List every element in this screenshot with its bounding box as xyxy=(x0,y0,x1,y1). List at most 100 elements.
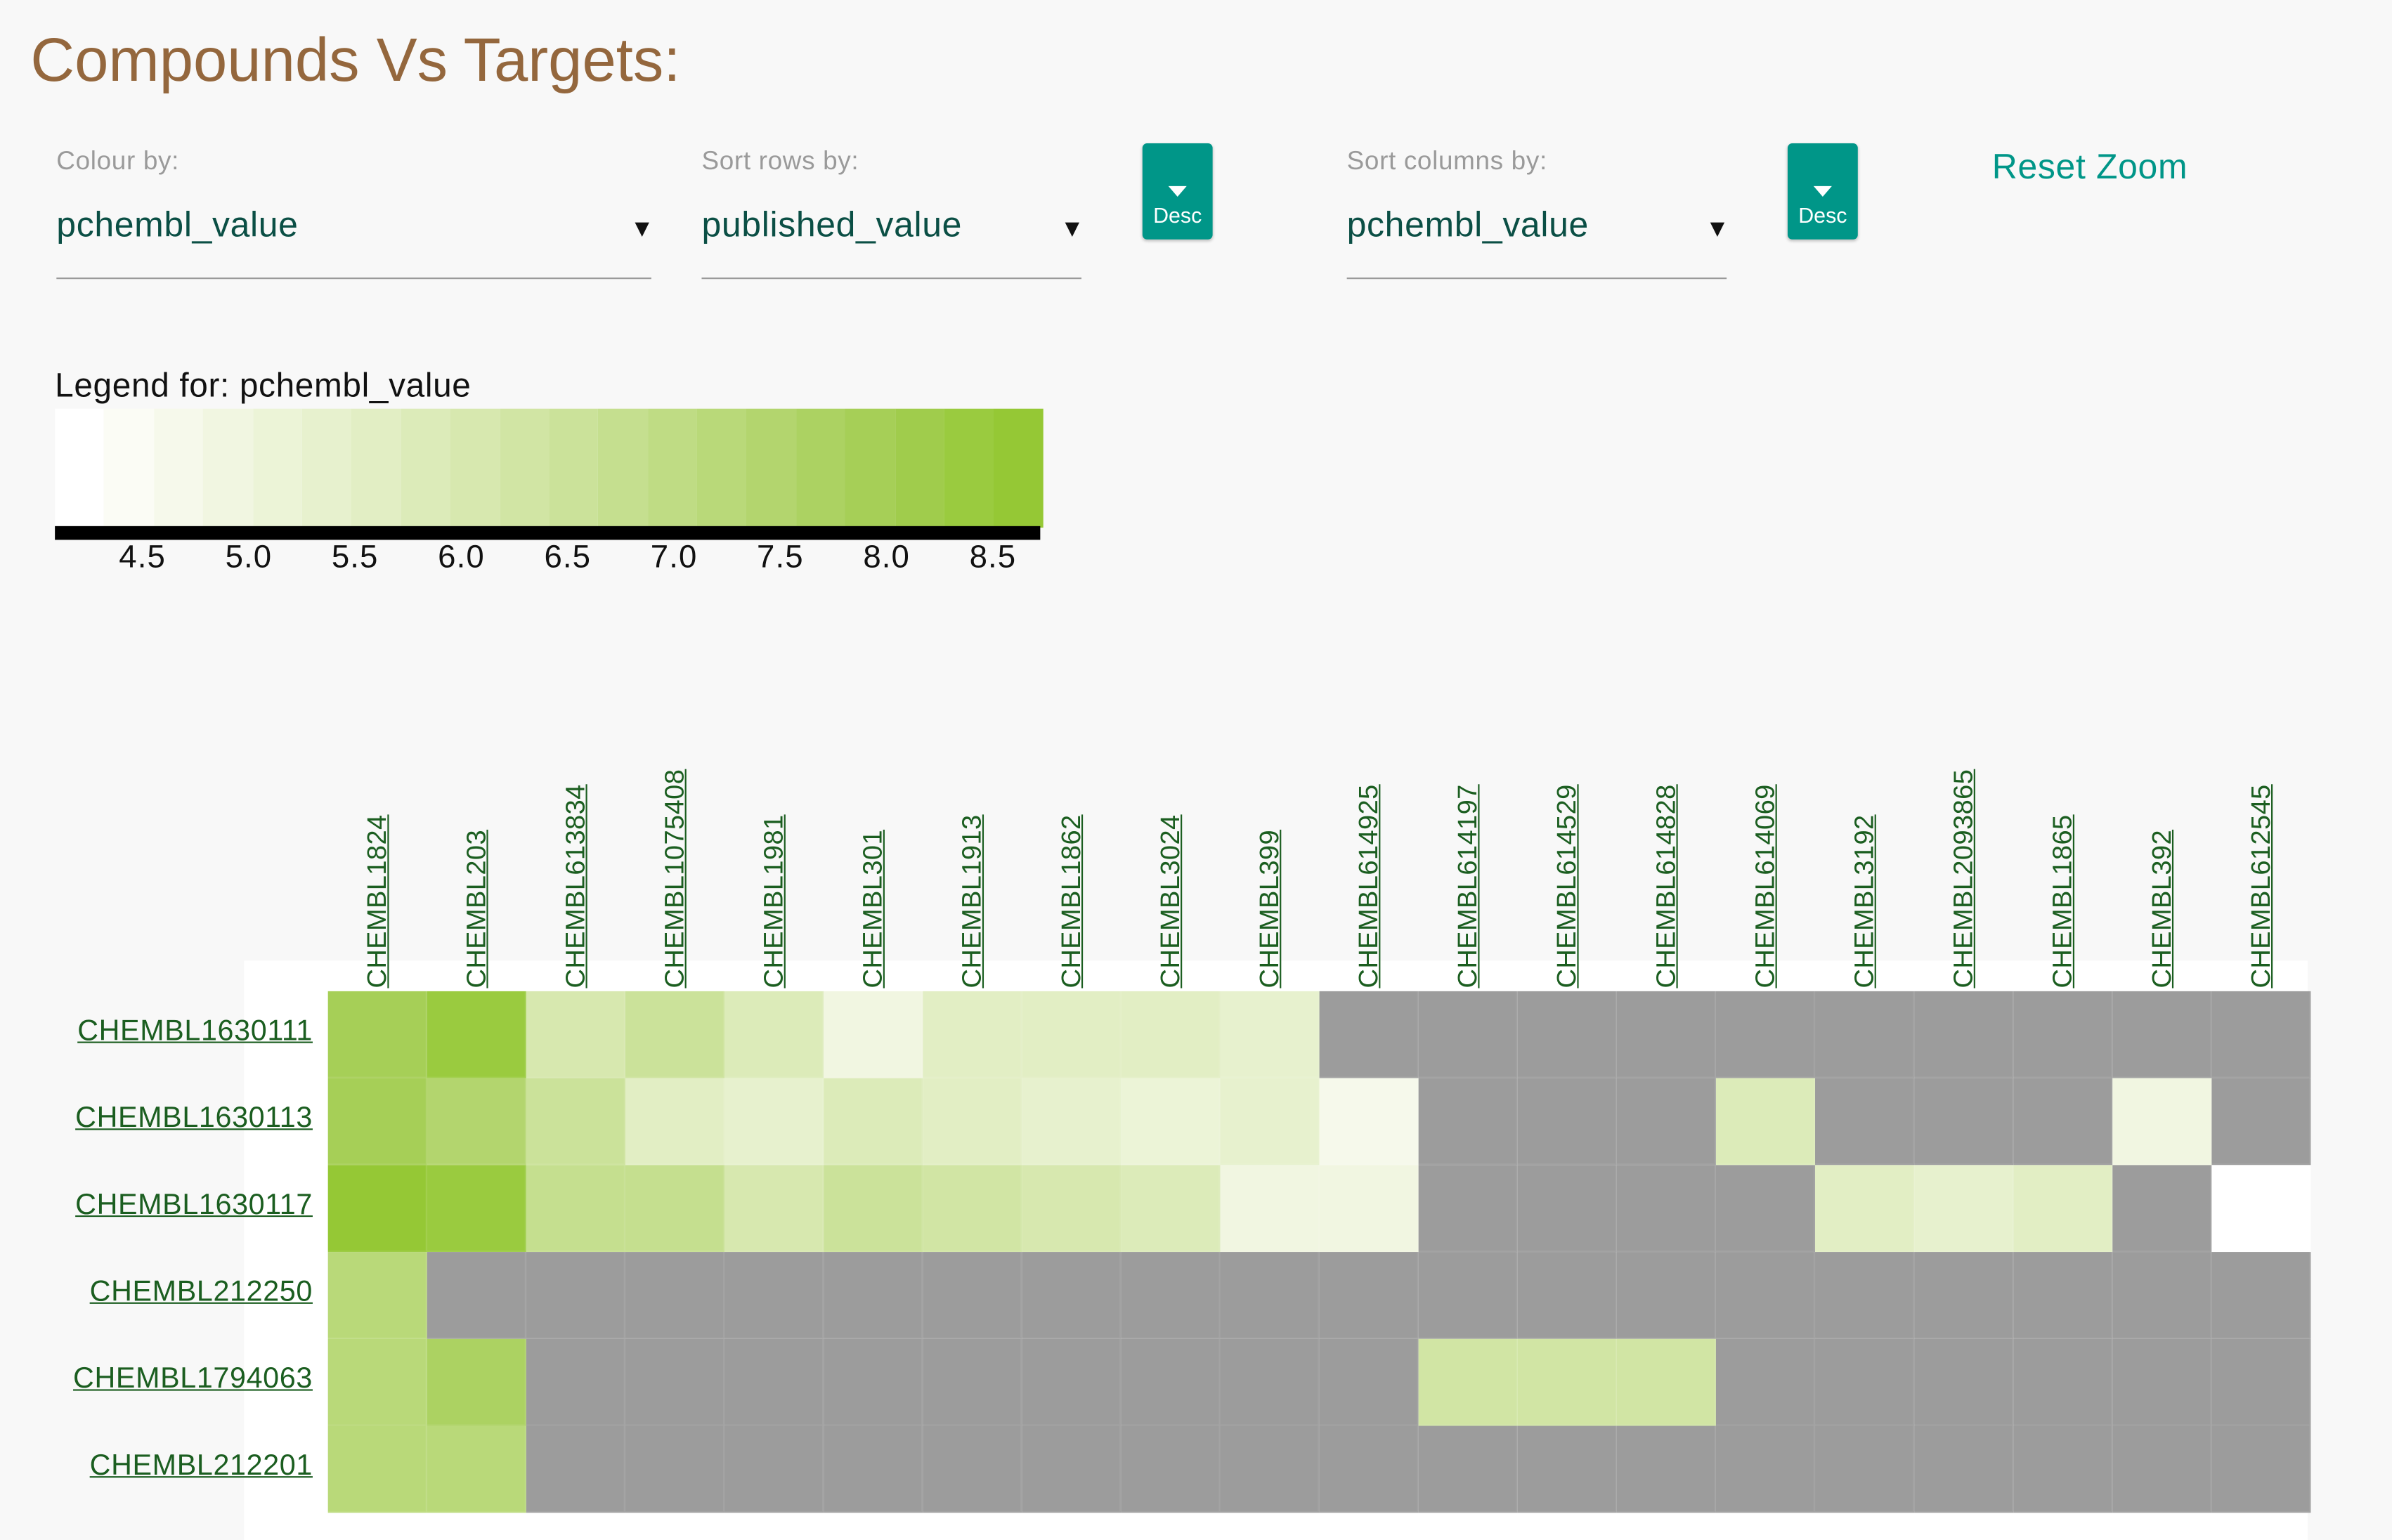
heatmap-cell[interactable] xyxy=(1715,1165,1816,1253)
column-header-link[interactable]: CHEMBL614828 xyxy=(1650,784,1682,988)
heatmap-cell[interactable] xyxy=(1616,1252,1716,1339)
heatmap-cell[interactable] xyxy=(923,1425,1022,1513)
heatmap-cell[interactable] xyxy=(724,1252,824,1339)
heatmap-cell[interactable] xyxy=(327,1078,427,1166)
heatmap-cell[interactable] xyxy=(2211,1338,2311,1426)
colour-by-dropdown-icon[interactable]: ▼ xyxy=(630,216,654,243)
heatmap-cell[interactable] xyxy=(923,1252,1022,1339)
heatmap-cell[interactable] xyxy=(1715,1252,1816,1339)
heatmap-cell[interactable] xyxy=(625,1252,725,1339)
sort-rows-order-button[interactable]: Desc xyxy=(1142,143,1213,240)
heatmap-cell[interactable] xyxy=(1517,1078,1617,1166)
heatmap-cell[interactable] xyxy=(1220,1425,1320,1513)
column-header-link[interactable]: CHEMBL1913 xyxy=(956,814,987,988)
column-header-link[interactable]: CHEMBL614925 xyxy=(1353,784,1384,988)
heatmap-cell[interactable] xyxy=(1815,991,1915,1078)
column-header-link[interactable]: CHEMBL1075408 xyxy=(658,769,690,988)
heatmap-cell[interactable] xyxy=(427,991,526,1078)
row-header-link[interactable]: CHEMBL1630113 xyxy=(75,1102,313,1135)
heatmap-cell[interactable] xyxy=(1220,1338,1320,1426)
heatmap-cell[interactable] xyxy=(1616,1338,1716,1426)
heatmap-cell[interactable] xyxy=(1022,1338,1122,1426)
heatmap-cell[interactable] xyxy=(327,1425,427,1513)
heatmap-cell[interactable] xyxy=(1418,1338,1518,1426)
colour-by-select[interactable]: pchembl_value xyxy=(56,204,299,244)
heatmap-cell[interactable] xyxy=(1220,991,1320,1078)
heatmap-cell[interactable] xyxy=(2211,1165,2311,1253)
heatmap-cell[interactable] xyxy=(1022,1165,1122,1253)
column-header-link[interactable]: CHEMBL2093865 xyxy=(1947,769,1979,988)
heatmap-cell[interactable] xyxy=(1815,1165,1915,1253)
heatmap-cell[interactable] xyxy=(2013,991,2113,1078)
heatmap-cell[interactable] xyxy=(625,1425,725,1513)
heatmap-cell[interactable] xyxy=(1517,991,1617,1078)
heatmap-cell[interactable] xyxy=(1517,1252,1617,1339)
heatmap-cell[interactable] xyxy=(625,991,725,1078)
heatmap-cell[interactable] xyxy=(2112,1165,2212,1253)
heatmap-cell[interactable] xyxy=(1715,991,1816,1078)
heatmap-cell[interactable] xyxy=(1418,1078,1518,1166)
reset-zoom-button[interactable]: Reset Zoom xyxy=(1991,146,2188,186)
heatmap-cell[interactable] xyxy=(1517,1338,1617,1426)
column-header-link[interactable]: CHEMBL613834 xyxy=(559,784,591,988)
heatmap-cell[interactable] xyxy=(1517,1425,1617,1513)
heatmap-cell[interactable] xyxy=(2013,1078,2113,1166)
heatmap-cell[interactable] xyxy=(1319,1078,1419,1166)
heatmap-cell[interactable] xyxy=(724,1165,824,1253)
heatmap-cell[interactable] xyxy=(625,1165,725,1253)
heatmap-cell[interactable] xyxy=(1220,1165,1320,1253)
heatmap-cell[interactable] xyxy=(1418,1252,1518,1339)
heatmap-cell[interactable] xyxy=(526,1425,625,1513)
heatmap-cell[interactable] xyxy=(824,1078,923,1166)
heatmap-cell[interactable] xyxy=(724,1078,824,1166)
heatmap-cell[interactable] xyxy=(327,1165,427,1253)
heatmap-cell[interactable] xyxy=(1319,1252,1419,1339)
heatmap-cell[interactable] xyxy=(625,1078,725,1166)
heatmap-cell[interactable] xyxy=(1914,1252,2014,1339)
heatmap-cell[interactable] xyxy=(1121,991,1221,1078)
row-header-link[interactable]: CHEMBL212250 xyxy=(89,1276,313,1309)
heatmap-cell[interactable] xyxy=(2211,991,2311,1078)
sort-columns-order-button[interactable]: Desc xyxy=(1787,143,1858,240)
sort-rows-dropdown-icon[interactable]: ▼ xyxy=(1060,216,1084,243)
heatmap-cell[interactable] xyxy=(1815,1338,1915,1426)
heatmap-cell[interactable] xyxy=(923,991,1022,1078)
heatmap-cell[interactable] xyxy=(2013,1252,2113,1339)
column-header-link[interactable]: CHEMBL399 xyxy=(1254,829,1285,988)
heatmap-cell[interactable] xyxy=(427,1252,526,1339)
heatmap-cell[interactable] xyxy=(824,1165,923,1253)
heatmap-cell[interactable] xyxy=(327,1252,427,1339)
heatmap-cell[interactable] xyxy=(1121,1252,1221,1339)
row-header-link[interactable]: CHEMBL1630117 xyxy=(75,1189,313,1222)
heatmap-cell[interactable] xyxy=(923,1165,1022,1253)
heatmap-cell[interactable] xyxy=(1616,1078,1716,1166)
heatmap-cell[interactable] xyxy=(427,1078,526,1166)
heatmap-cell[interactable] xyxy=(1517,1165,1617,1253)
heatmap-cell[interactable] xyxy=(526,991,625,1078)
heatmap-cell[interactable] xyxy=(2112,991,2212,1078)
heatmap-cell[interactable] xyxy=(526,1165,625,1253)
heatmap-cell[interactable] xyxy=(1121,1078,1221,1166)
row-header-link[interactable]: CHEMBL212201 xyxy=(89,1450,313,1482)
heatmap-cell[interactable] xyxy=(1220,1078,1320,1166)
heatmap-cell[interactable] xyxy=(1319,1165,1419,1253)
heatmap-cell[interactable] xyxy=(526,1252,625,1339)
column-header-link[interactable]: CHEMBL1862 xyxy=(1055,814,1086,988)
heatmap-cell[interactable] xyxy=(1418,1165,1518,1253)
heatmap-cell[interactable] xyxy=(327,991,427,1078)
heatmap-cell[interactable] xyxy=(1418,1425,1518,1513)
heatmap-cell[interactable] xyxy=(1715,1338,1816,1426)
heatmap-cell[interactable] xyxy=(526,1078,625,1166)
heatmap-cell[interactable] xyxy=(1022,991,1122,1078)
column-header-link[interactable]: CHEMBL612545 xyxy=(2245,784,2276,988)
heatmap-cell[interactable] xyxy=(1914,991,2014,1078)
column-header-link[interactable]: CHEMBL614529 xyxy=(1551,784,1582,988)
heatmap-cell[interactable] xyxy=(2013,1425,2113,1513)
sort-rows-select[interactable]: published_value xyxy=(701,204,963,244)
heatmap-cell[interactable] xyxy=(1715,1078,1816,1166)
sort-columns-select[interactable]: pchembl_value xyxy=(1346,204,1589,244)
heatmap-cell[interactable] xyxy=(1022,1425,1122,1513)
row-header-link[interactable]: CHEMBL1794063 xyxy=(73,1363,313,1396)
heatmap-cell[interactable] xyxy=(1418,991,1518,1078)
heatmap-cell[interactable] xyxy=(1914,1165,2014,1253)
